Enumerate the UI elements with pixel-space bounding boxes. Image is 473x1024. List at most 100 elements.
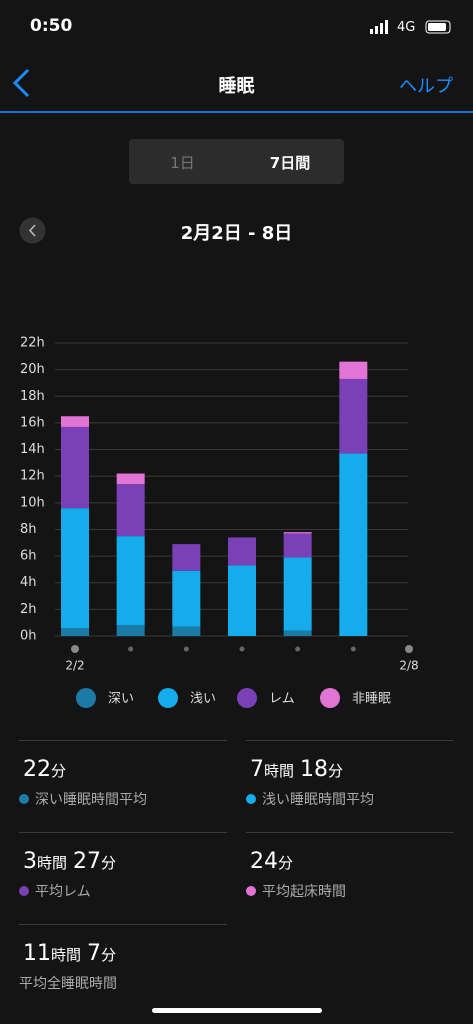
stat-number: 11 bbox=[23, 941, 51, 966]
y-tick-label: 10h bbox=[20, 495, 45, 510]
stat-unit: 時間 bbox=[51, 946, 82, 964]
bar-segment bbox=[283, 532, 312, 534]
y-tick-label: 16h bbox=[20, 415, 45, 430]
stat-number: 27 bbox=[73, 849, 102, 874]
stat-label: 平均全睡眠時間 bbox=[19, 973, 117, 993]
bar-segment bbox=[116, 536, 145, 626]
legend-label: レム bbox=[269, 692, 295, 707]
x-tick-dot bbox=[405, 645, 413, 653]
stat-value: 22分 bbox=[23, 757, 72, 782]
y-tick-label: 18h bbox=[20, 389, 45, 404]
bar-segment bbox=[228, 537, 256, 566]
y-tick-label: 8h bbox=[20, 522, 37, 537]
legend-dot bbox=[76, 688, 96, 708]
x-tick-dot bbox=[295, 646, 301, 652]
bar-segment bbox=[172, 626, 201, 636]
bar-segment bbox=[61, 416, 89, 427]
bar-segment bbox=[61, 508, 89, 629]
y-tick-label: 4h bbox=[20, 575, 37, 590]
stat-label-text: 平均起床時間 bbox=[262, 884, 346, 900]
stat-unit: 時間 bbox=[37, 854, 68, 872]
stat-unit: 時間 bbox=[264, 762, 295, 780]
bar-segment bbox=[339, 361, 368, 379]
stat-number: 7 bbox=[87, 941, 102, 966]
home-indicator bbox=[152, 1008, 322, 1013]
stat-dot bbox=[246, 886, 256, 896]
status-network: 4G bbox=[397, 20, 416, 35]
nav-divider bbox=[0, 111, 473, 113]
stat-unit: 分 bbox=[278, 854, 294, 872]
x-tick-dot bbox=[239, 646, 245, 652]
bar-segment bbox=[116, 473, 145, 485]
stat-label: 浅い睡眠時間平均 bbox=[246, 789, 374, 809]
stat-number: 18 bbox=[300, 757, 329, 782]
legend-dot bbox=[237, 688, 257, 708]
tab[interactable]: 1日 bbox=[170, 154, 195, 172]
y-tick-label: 6h bbox=[20, 549, 37, 564]
y-tick-label: 20h bbox=[20, 362, 45, 377]
legend-label: 非睡眠 bbox=[352, 692, 391, 707]
stat-dot bbox=[19, 886, 29, 896]
stat-number: 7 bbox=[250, 757, 264, 782]
bar-segment bbox=[283, 533, 312, 558]
stat-label-text: 深い睡眠時間平均 bbox=[35, 792, 147, 808]
stat: 24分平均起床時間 bbox=[246, 832, 454, 925]
x-tick-dot bbox=[350, 646, 356, 652]
stat-number: 24 bbox=[250, 849, 278, 874]
back-button[interactable] bbox=[10, 68, 34, 98]
legend-dot bbox=[320, 688, 340, 708]
y-tick-label: 12h bbox=[20, 469, 45, 484]
tab-selected[interactable]: 7日間 bbox=[269, 154, 311, 172]
stat-unit: 分 bbox=[101, 854, 117, 872]
x-tick-label: 2/8 bbox=[399, 659, 418, 673]
stat-label-text: 平均レム bbox=[35, 884, 91, 900]
stat-dot bbox=[246, 794, 256, 804]
x-tick-dot bbox=[128, 646, 134, 652]
stat-value: 11時間 7分 bbox=[23, 941, 122, 966]
prev-button[interactable] bbox=[19, 217, 46, 244]
stat-label-text: 浅い睡眠時間平均 bbox=[262, 792, 374, 808]
chart: 0h 2h 4h 6h 8h 10h 12h 14h 16h 18h 20h 22h 2/2 2/8 深い 浅… bbox=[20, 336, 419, 708]
stat-value: 24分 bbox=[250, 849, 299, 874]
nav-title: 睡眠 bbox=[218, 76, 255, 97]
x-tick-dot bbox=[183, 646, 189, 652]
stat-unit: 分 bbox=[51, 762, 67, 780]
stat-number: 3 bbox=[23, 849, 37, 874]
bar-segment bbox=[172, 570, 201, 627]
stat-label: 平均レム bbox=[19, 881, 91, 901]
legend-label: 浅い bbox=[190, 692, 216, 707]
x-tick-dot bbox=[71, 645, 79, 653]
bar-segment bbox=[339, 453, 368, 636]
bar-segment bbox=[172, 544, 201, 571]
stat-unit: 分 bbox=[328, 762, 344, 780]
bar-segment bbox=[228, 565, 256, 636]
stat-unit: 分 bbox=[101, 946, 117, 964]
stat-number: 22 bbox=[23, 757, 51, 782]
y-tick-label: 0h bbox=[20, 629, 37, 644]
stat-label-text: 平均全睡眠時間 bbox=[19, 976, 117, 992]
stat: 11時間 7分平均全睡眠時間 bbox=[19, 924, 227, 1017]
stat-label: 深い睡眠時間平均 bbox=[19, 789, 147, 809]
stat-value: 7時間 18分 bbox=[250, 757, 349, 782]
status-time: 0:50 bbox=[30, 16, 73, 36]
stat: 22分深い睡眠時間平均 bbox=[19, 740, 227, 833]
legend-dot bbox=[158, 688, 178, 708]
bar-segment bbox=[339, 378, 368, 454]
stat-label: 平均起床時間 bbox=[246, 881, 346, 901]
x-tick-label: 2/2 bbox=[65, 659, 84, 673]
y-tick-label: 22h bbox=[20, 336, 45, 351]
date-range: 2月2日 - 8日 bbox=[180, 223, 293, 244]
y-tick-label: 14h bbox=[20, 442, 45, 457]
stat: 7時間 18分浅い睡眠時間平均 bbox=[246, 740, 454, 833]
bar-segment bbox=[283, 630, 312, 636]
tab-group: 1日 7日間 bbox=[129, 139, 344, 184]
legend-label: 深い bbox=[108, 692, 134, 707]
stat-value: 3時間 27分 bbox=[23, 849, 122, 874]
bar-segment bbox=[116, 625, 145, 636]
bar-segment bbox=[283, 557, 312, 631]
stat-dot bbox=[19, 794, 29, 804]
stat: 3時間 27分 平均レム bbox=[19, 832, 227, 925]
y-tick-label: 2h bbox=[20, 602, 37, 617]
help-button[interactable]: ヘルプ bbox=[399, 76, 453, 97]
